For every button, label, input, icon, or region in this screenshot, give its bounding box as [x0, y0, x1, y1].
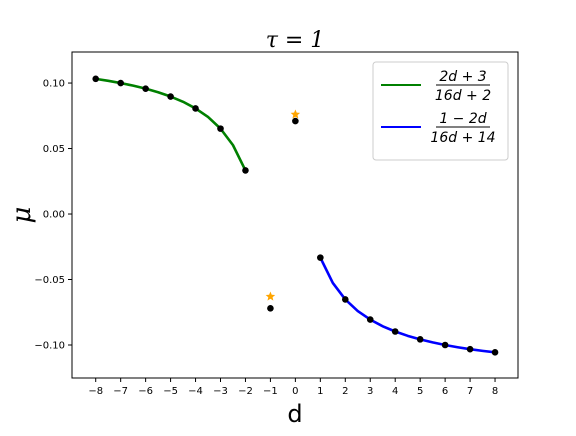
x-tick-label: −5 [163, 386, 178, 397]
y-tick-label: 0.05 [43, 144, 65, 155]
x-tick-label: −4 [188, 386, 203, 397]
point [416, 336, 424, 343]
point [292, 117, 299, 125]
point [142, 85, 149, 92]
x-tick-label: 4 [392, 386, 398, 397]
star-marker [265, 291, 276, 301]
x-tick-label: −1 [263, 386, 278, 397]
x-tick-label: 0 [292, 386, 298, 397]
y-tick-label: 0.00 [43, 210, 65, 221]
point [192, 105, 199, 112]
point [92, 75, 100, 83]
x-tick-label: 1 [317, 386, 323, 397]
point [441, 341, 449, 349]
legend-denominator: 16d + 2 [435, 88, 491, 104]
legend-numerator: 2d + 3 [439, 69, 486, 85]
point [366, 316, 374, 323]
x-tick-label: 2 [342, 386, 348, 397]
curve [319, 257, 496, 354]
legend-box [372, 61, 509, 161]
x-tick-label: −6 [138, 386, 153, 397]
point [391, 328, 399, 335]
x-tick-label: 8 [492, 386, 498, 397]
x-tick-label: 7 [467, 386, 473, 397]
y-axis-label: μ [7, 207, 37, 224]
point [341, 296, 349, 303]
point [117, 79, 124, 87]
x-tick-label: −2 [238, 386, 253, 397]
point [466, 345, 474, 353]
curve [95, 77, 247, 171]
point [242, 167, 249, 174]
point [267, 305, 274, 312]
y-tick-label: −0.10 [34, 340, 65, 351]
y-tick-label: 0.10 [43, 79, 65, 90]
x-axis-label: d [287, 400, 302, 428]
x-tick-label: 6 [442, 386, 448, 397]
point [167, 93, 174, 100]
x-tick-label: 5 [417, 386, 423, 397]
x-tick-label: 3 [367, 386, 373, 397]
legend-numerator: 1 − 2d [439, 111, 486, 127]
plot-frame [71, 51, 519, 379]
point [317, 254, 324, 261]
x-tick-label: −8 [88, 386, 103, 397]
x-tick-label: −7 [113, 386, 128, 397]
chart-title: τ = 1 [266, 28, 325, 53]
star-marker [290, 109, 301, 119]
x-tick-label: −3 [213, 386, 228, 397]
y-tick-label: −0.05 [34, 275, 65, 286]
legend-denominator: 16d + 14 [430, 130, 495, 146]
point [217, 125, 224, 132]
point [491, 349, 499, 356]
